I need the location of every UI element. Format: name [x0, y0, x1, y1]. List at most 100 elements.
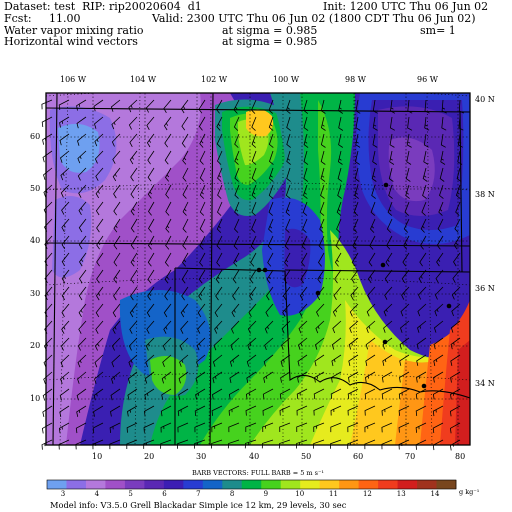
wind-barb [296, 405, 308, 416]
wind-barb [433, 354, 444, 366]
wind-barb [401, 286, 410, 300]
wind-barb [213, 337, 223, 351]
wind-barb [128, 354, 138, 368]
wind-barb [420, 218, 427, 233]
field1-sigma-label: at sigma = 0.985 [222, 24, 318, 37]
grid-x-label: 40 [249, 452, 260, 461]
wind-barb [197, 303, 206, 318]
colorbar-swatch [47, 480, 67, 489]
wind-barb [334, 269, 342, 284]
wind-barb [196, 354, 206, 367]
wind-barb [248, 303, 257, 317]
grid-x-label: 80 [455, 452, 466, 461]
wind-barb [423, 150, 429, 165]
wind-barb [113, 269, 121, 284]
wind-barb [372, 116, 378, 131]
wind-barb [147, 252, 155, 267]
wind-barb [354, 184, 359, 199]
wind-barb [267, 235, 274, 250]
wind-barb [182, 252, 189, 267]
wind-barb [59, 116, 70, 128]
wind-barb [195, 388, 206, 400]
wind-barb [330, 405, 342, 416]
colorbar-swatch [261, 480, 282, 489]
colorbar-swatch [144, 480, 165, 489]
wind-barb [435, 269, 444, 283]
wind-barb [303, 184, 308, 199]
wind-barb [284, 235, 291, 250]
wind-barb [314, 371, 325, 383]
wind-barb [301, 235, 308, 250]
wind-barb [298, 320, 308, 334]
wind-barb [432, 439, 444, 451]
wind-barb [315, 320, 325, 334]
wind-barb [298, 337, 308, 350]
lon-label: 98 W [345, 75, 366, 84]
wind-barb [398, 422, 410, 433]
wind-barb [75, 439, 87, 450]
wind-barb [432, 422, 444, 434]
wind-barb [44, 218, 53, 232]
wind-barb [112, 320, 121, 334]
wind-barb [111, 337, 121, 351]
wind-barb [449, 439, 461, 451]
colorbar-swatch [417, 480, 437, 489]
wind-barb [320, 184, 325, 199]
wind-barb [382, 337, 393, 350]
wind-barb [268, 218, 274, 233]
wind-barb [76, 99, 87, 111]
wind-barb [402, 252, 410, 267]
wind-barb [399, 371, 410, 383]
wind-barb [231, 320, 240, 334]
wind-barb [182, 218, 189, 233]
wind-barb [366, 303, 376, 317]
wind-barb [268, 116, 274, 131]
wind-barb [93, 405, 104, 417]
wind-barb [234, 133, 240, 148]
wind-barb [347, 388, 359, 399]
wind-barb [211, 422, 223, 433]
wind-barb [41, 99, 53, 110]
wind-barb [199, 218, 206, 233]
wind-barb [194, 405, 206, 416]
wind-barb [215, 269, 223, 284]
wind-barb [336, 201, 342, 216]
wind-barb [245, 405, 257, 416]
wind-barb [92, 422, 104, 434]
wind-barb [355, 150, 360, 165]
grid-x-label: 30 [196, 452, 207, 461]
field1-label: Water vapor mixing ratio [4, 24, 144, 37]
wind-barb [41, 116, 53, 128]
wind-barb [216, 252, 223, 267]
wind-barb [382, 354, 393, 366]
wind-barb [79, 252, 87, 267]
wind-barb [421, 201, 427, 216]
wind-barb [163, 320, 172, 334]
wind-barb [148, 235, 155, 250]
wind-barb [42, 133, 53, 145]
wind-barb [111, 371, 121, 384]
lon-label: 100 W [273, 75, 300, 84]
lat-label: 40 N [475, 95, 495, 104]
wind-barb [416, 354, 427, 366]
wind-barb [96, 235, 104, 250]
wind-barb [403, 235, 410, 250]
wind-barb [332, 320, 342, 334]
dataset-label: Dataset: test RIP: rip20020604 d1 [4, 0, 202, 13]
colorbar-swatch [222, 480, 243, 489]
wind-barb [199, 201, 206, 216]
wind-barb [130, 235, 138, 250]
wind-barb [43, 201, 53, 215]
wind-barb [347, 422, 359, 433]
wind-barb [386, 235, 393, 250]
grid-x-label: 20 [144, 452, 155, 461]
wind-barb [331, 371, 342, 383]
wind-barb [251, 218, 257, 233]
colorbar [46, 479, 457, 490]
wind-barb [78, 320, 87, 334]
wind-barb [458, 99, 464, 114]
wind-barb [181, 286, 189, 301]
wind-barb [60, 184, 70, 198]
wind-barb [372, 133, 378, 148]
wind-barb [180, 303, 189, 318]
